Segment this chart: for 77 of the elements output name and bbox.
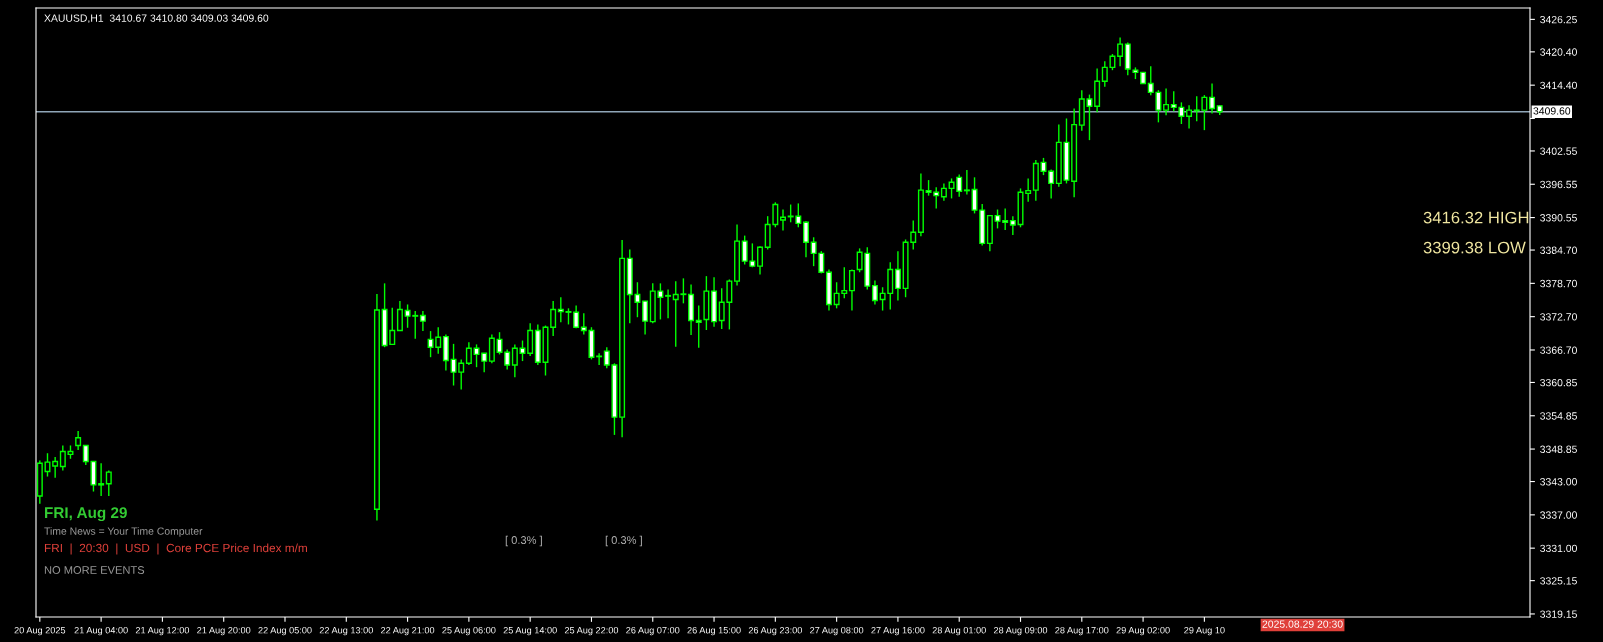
x-tick-label: 25 Aug 14:00 bbox=[503, 626, 557, 636]
y-tick-label: 3426.25 bbox=[1540, 15, 1577, 24]
x-tick-label: 28 Aug 01:00 bbox=[932, 626, 986, 636]
x-tick-label: 25 Aug 22:00 bbox=[564, 626, 619, 636]
x-tick-label: 26 Aug 23:00 bbox=[748, 626, 802, 636]
text: 2025.08.29 20:30 bbox=[1262, 620, 1343, 628]
y-tick-label: 3354.85 bbox=[1540, 412, 1577, 420]
x-tick-label: 29 Aug 02:00 bbox=[1116, 626, 1170, 636]
x-tick-label: 25 Aug 06:00 bbox=[442, 626, 496, 636]
y-tick-label: 3396.55 bbox=[1540, 180, 1577, 189]
text: XAUUSD,H1 3410.67 3410.80 3409.03 3409.60 bbox=[44, 14, 269, 24]
candlestick bbox=[465, 341, 472, 366]
candlestick bbox=[105, 469, 112, 497]
x-tick-label: 20 Aug 2025 bbox=[14, 626, 66, 636]
annotation: 3416.32 HIGH bbox=[1423, 211, 1529, 224]
candlestick bbox=[1117, 36, 1124, 67]
ref-line-label: 3409.60 bbox=[1533, 107, 1571, 115]
y-tick-label: 3390.55 bbox=[1540, 214, 1577, 222]
candlestick bbox=[780, 208, 786, 232]
y-tick-label: 3360.85 bbox=[1540, 378, 1577, 387]
x-tick-label: 26 Aug 07:00 bbox=[626, 626, 680, 636]
candlestick bbox=[511, 343, 518, 378]
candlestick bbox=[757, 245, 764, 276]
annotation: [ 0.3% ] bbox=[505, 535, 542, 547]
y-tick-label: 3319.15 bbox=[1540, 610, 1577, 618]
x-tick-label: 21 Aug 12:00 bbox=[135, 626, 190, 636]
x-tick-label: 22 Aug 05:00 bbox=[258, 626, 312, 636]
candlestick bbox=[419, 310, 426, 332]
y-tick-label: 3337.00 bbox=[1540, 511, 1577, 519]
candlestick bbox=[871, 279, 878, 306]
candlestick bbox=[488, 333, 495, 364]
x-tick-label: 21 Aug 04:00 bbox=[74, 626, 128, 636]
candlestick bbox=[550, 300, 557, 337]
candlestick bbox=[642, 300, 649, 336]
candlestick bbox=[802, 220, 809, 258]
candlestick bbox=[963, 169, 970, 196]
candlestick bbox=[75, 430, 82, 451]
x-tick-label: 28 Aug 09:00 bbox=[993, 626, 1048, 636]
y-tick-label: 3325.15 bbox=[1540, 577, 1577, 585]
y-tick-label: 3378.70 bbox=[1540, 279, 1577, 288]
x-tick-label: 27 Aug 16:00 bbox=[871, 626, 925, 636]
x-tick-label: 26 Aug 15:00 bbox=[687, 626, 741, 636]
annotation: [ 0.3% ] bbox=[605, 535, 642, 547]
y-tick-label: 3348.85 bbox=[1540, 445, 1577, 453]
y-tick-label: 3384.70 bbox=[1540, 246, 1577, 254]
y-tick-label: 3372.70 bbox=[1540, 313, 1577, 321]
y-tick-label: 3420.40 bbox=[1540, 48, 1577, 56]
candlestick bbox=[1009, 215, 1016, 236]
y-tick-label: 3366.70 bbox=[1540, 346, 1577, 354]
candlestick bbox=[442, 333, 449, 372]
candlestick bbox=[1186, 104, 1193, 130]
y-tick-label: 3414.40 bbox=[1540, 81, 1577, 90]
x-tick-label: 22 Aug 13:00 bbox=[319, 626, 373, 636]
candlestick bbox=[596, 352, 603, 366]
candlestick bbox=[848, 268, 855, 312]
y-tick-label: 3402.55 bbox=[1540, 147, 1577, 155]
x-tick-label: 28 Aug 17:00 bbox=[1055, 626, 1109, 636]
x-tick-label: 21 Aug 20:00 bbox=[197, 626, 251, 636]
y-tick-label: 3331.00 bbox=[1540, 544, 1577, 553]
annotation: Time News = Your Time Computer bbox=[44, 527, 203, 537]
candlestick bbox=[52, 456, 59, 479]
candlestick bbox=[1163, 87, 1170, 116]
y-tick-label: 3343.00 bbox=[1540, 478, 1577, 486]
annotation: FRI, Aug 29 bbox=[45, 507, 127, 522]
annotation: FRI | 20:30 | USD | Core PCE Price Index m/m bbox=[44, 543, 307, 555]
candlestick bbox=[396, 300, 403, 332]
candlestick bbox=[665, 288, 672, 320]
annotation: 3399.38 LOW bbox=[1423, 241, 1526, 254]
x-tick-label: 29 Aug 10 bbox=[1184, 626, 1225, 636]
candlestick bbox=[695, 304, 702, 349]
x-tick-label: 27 Aug 08:00 bbox=[810, 626, 864, 636]
candlestick bbox=[894, 250, 901, 302]
x-tick-label: 22 Aug 21:00 bbox=[381, 626, 435, 636]
annotation: NO MORE EVENTS bbox=[44, 566, 145, 574]
candlestick bbox=[1209, 82, 1216, 115]
candlestick bbox=[98, 462, 105, 497]
candlestick bbox=[1048, 168, 1055, 200]
